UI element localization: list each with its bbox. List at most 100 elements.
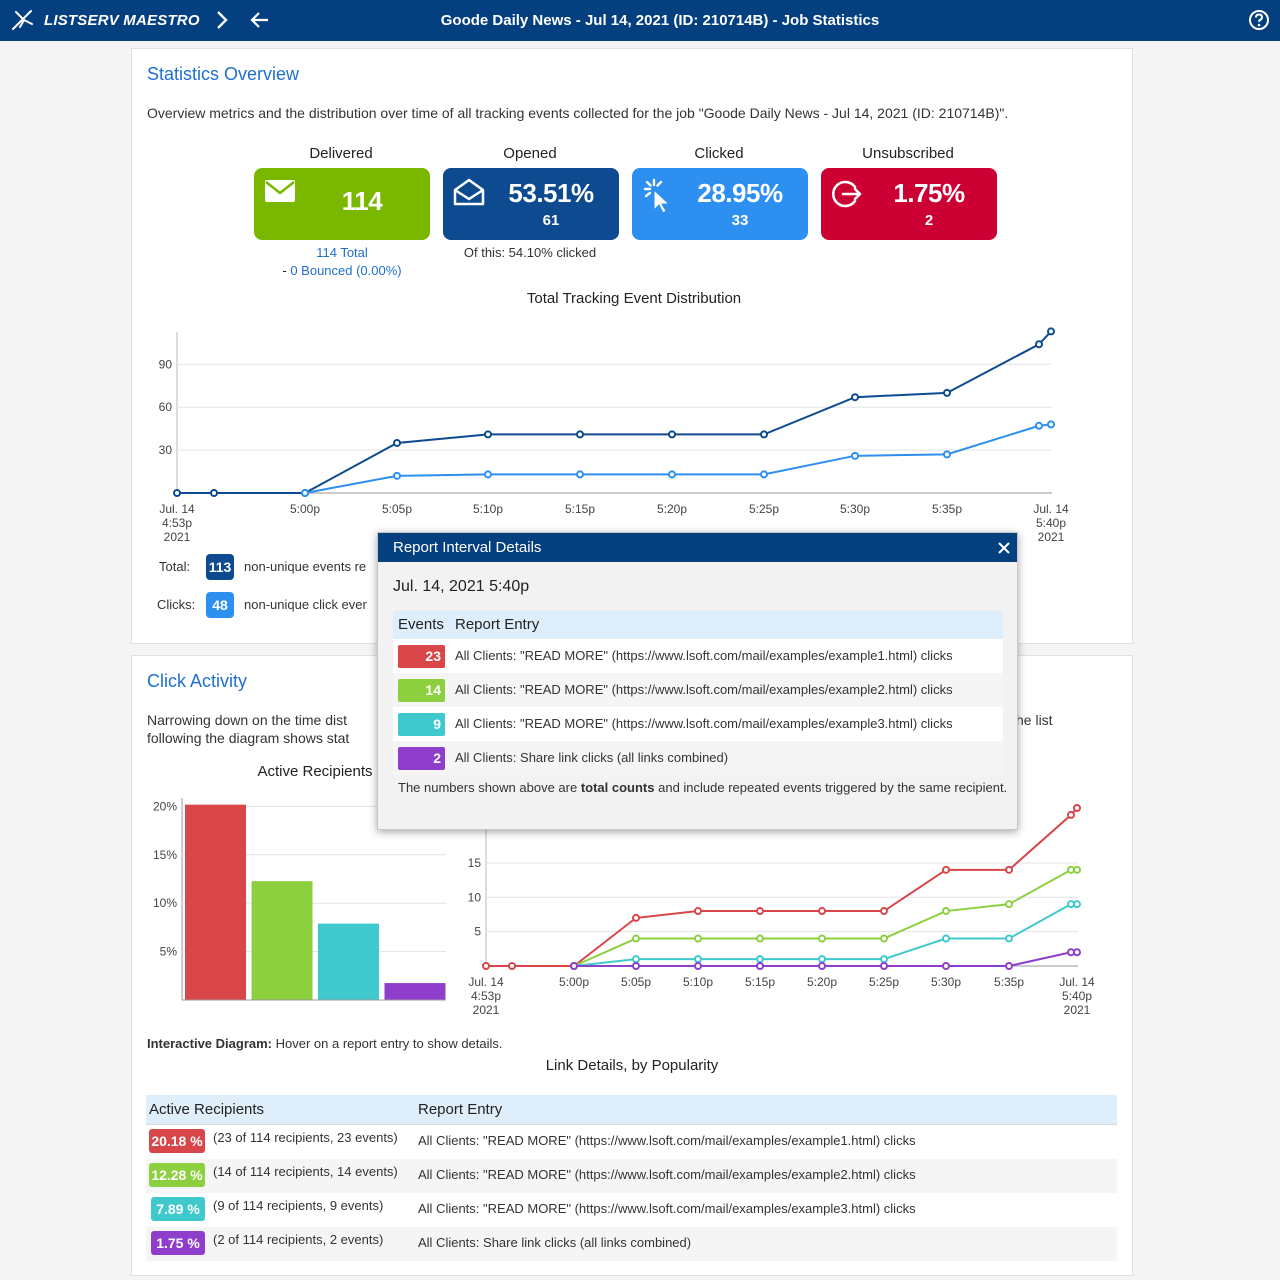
data-point <box>694 907 702 916</box>
x-tick-label: 5:05p <box>621 975 651 989</box>
data-point <box>1067 810 1075 819</box>
data-point <box>632 913 640 922</box>
metric-clicked[interactable]: 28.95% 33 <box>632 168 808 240</box>
data-point <box>1073 900 1081 909</box>
series-line <box>304 423 1052 494</box>
data-point <box>668 430 676 439</box>
row-percent-badge: 12.28 % <box>149 1163 205 1187</box>
data-point <box>576 470 584 479</box>
data-point <box>1005 900 1013 909</box>
y-tick-label: 60 <box>159 400 173 414</box>
data-point <box>1005 865 1013 874</box>
data-point <box>818 934 826 943</box>
data-point <box>943 450 951 459</box>
popup-date: Jul. 14, 2021 5:40p <box>393 578 530 595</box>
x-tick-label: 5:30p <box>931 975 961 989</box>
popup-row[interactable]: 14 All Clients: "READ MORE" (https://www… <box>393 673 1003 707</box>
bar <box>185 804 246 1000</box>
help-icon[interactable] <box>1248 9 1270 31</box>
metric-delivered[interactable]: 114 <box>254 168 430 240</box>
opened-note: Of this: 54.10% clicked <box>463 245 597 260</box>
popup-row[interactable]: 2 All Clients: Share link clicks (all li… <box>393 741 1003 775</box>
x-tick-label: 5:00p <box>559 975 589 989</box>
data-point <box>1047 327 1055 336</box>
hint-bold: Interactive Diagram: <box>147 1036 272 1051</box>
close-icon[interactable] <box>997 541 1011 555</box>
data-point <box>942 962 950 970</box>
data-point <box>694 934 702 943</box>
data-point <box>1073 803 1081 812</box>
chevron-right-icon[interactable] <box>210 8 234 32</box>
x-tick-label: 5:10p <box>683 975 713 989</box>
data-point <box>484 430 492 439</box>
row-count: (2 of 114 recipients, 2 events) <box>213 1232 384 1247</box>
popup-event-badge: 2 <box>398 747 445 770</box>
delivered-total-link[interactable]: 114 Total <box>316 245 368 260</box>
click-activity-desc-right: he list <box>1016 712 1053 728</box>
popup-note: The numbers shown above are total counts… <box>398 780 1008 795</box>
bar <box>384 983 446 1000</box>
popup-event-badge: 9 <box>398 713 445 736</box>
data-point <box>818 955 826 964</box>
x-tick-label: 5:25p <box>869 975 899 989</box>
brand[interactable]: LISTSERV MAESTRO <box>10 8 200 32</box>
metric-unsubscribed-count: 2 <box>924 212 934 229</box>
exit-icon <box>832 180 862 208</box>
data-point <box>393 438 401 447</box>
data-point <box>632 934 640 943</box>
data-point <box>482 962 490 970</box>
table-row[interactable]: 20.18 % (23 of 114 recipients, 23 events… <box>146 1125 1117 1159</box>
x-tick-label: 5:30p <box>840 502 870 516</box>
data-point <box>1073 948 1081 957</box>
click-cursor-icon <box>643 178 671 214</box>
metric-opened[interactable]: 53.51% 61 <box>443 168 619 240</box>
row-count: (23 of 114 recipients, 23 events) <box>213 1130 398 1145</box>
x-tick-label: 5:20p <box>657 502 687 516</box>
data-point <box>1005 962 1013 970</box>
popup-row[interactable]: 9 All Clients: "READ MORE" (https://www.… <box>393 707 1003 741</box>
row-percent-badge: 20.18 % <box>149 1129 205 1153</box>
metric-label-delivered: Delivered <box>309 145 373 162</box>
data-point <box>668 470 676 479</box>
x-tick-label: 5:35p <box>994 975 1024 989</box>
series-line <box>573 903 1077 967</box>
data-point <box>818 962 826 970</box>
data-point <box>632 962 640 970</box>
data-point <box>756 907 764 916</box>
popup-row[interactable]: 23 All Clients: "READ MORE" (https://www… <box>393 639 1003 673</box>
data-point <box>851 451 859 460</box>
series-line <box>177 330 1052 494</box>
metric-opened-value: 53.51% <box>508 178 594 208</box>
metric-unsubscribed-value: 1.75% <box>893 178 965 208</box>
x-tick-label: 5:05p <box>382 502 412 516</box>
bar <box>251 881 313 1000</box>
data-point <box>173 489 181 497</box>
popup-row-entry: All Clients: Share link clicks (all link… <box>455 750 729 765</box>
table-row[interactable]: 7.89 % (9 of 114 recipients, 9 events) A… <box>146 1193 1117 1227</box>
table-row[interactable]: 1.75 % (2 of 114 recipients, 2 events) A… <box>146 1227 1117 1261</box>
legend-clicks-badge: 48 <box>206 592 234 618</box>
overview-description: Overview metrics and the distribution ov… <box>147 105 1009 121</box>
data-point <box>880 907 888 916</box>
statistics-overview-title: Statistics Overview <box>147 64 300 84</box>
y-tick-label: 15 <box>468 856 482 870</box>
distribution-chart-title: Total Tracking Event Distribution <box>526 290 742 307</box>
x-tick-label: 2021 <box>473 1003 500 1017</box>
metric-opened-count: 61 <box>542 212 560 229</box>
x-tick-label: 5:40p <box>1062 989 1092 1003</box>
data-point <box>756 955 764 964</box>
active-recipients-chart-title: Active Recipients <box>257 763 373 780</box>
data-point <box>880 962 888 970</box>
table-row[interactable]: 12.28 % (14 of 114 recipients, 14 events… <box>146 1159 1117 1193</box>
data-point <box>880 934 888 943</box>
data-point <box>943 388 951 397</box>
active-recipients-bar-chart[interactable]: 5% 10% 15% 20% <box>140 790 460 1010</box>
popup-row-entry: All Clients: "READ MORE" (https://www.ls… <box>455 716 953 731</box>
back-arrow-icon[interactable] <box>248 8 272 32</box>
metric-unsubscribed[interactable]: 1.75% 2 <box>821 168 997 240</box>
x-tick-label: 5:35p <box>932 502 962 516</box>
delivered-bounced-link[interactable]: 0 Bounced (0.00%) <box>290 263 402 278</box>
data-point <box>210 489 218 497</box>
